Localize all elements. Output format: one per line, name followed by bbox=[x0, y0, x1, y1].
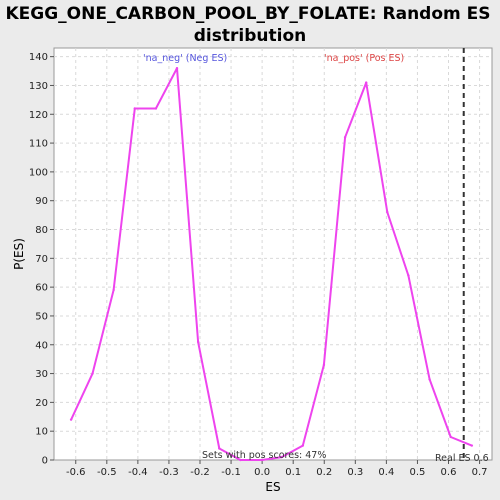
x-tick-label: 0.1 bbox=[285, 467, 301, 478]
y-tick-label: 0 bbox=[42, 456, 48, 467]
y-tick-label: 70 bbox=[35, 254, 48, 265]
x-tick-label: -0.4 bbox=[128, 467, 148, 478]
x-tick-label: 0.6 bbox=[441, 467, 457, 478]
annotation-sets-with-pos: Sets with pos scores: 47% bbox=[202, 450, 326, 461]
data-point bbox=[112, 288, 115, 292]
x-tick-label: 0.2 bbox=[316, 467, 332, 478]
data-point bbox=[470, 444, 474, 447]
data-point bbox=[343, 136, 347, 139]
y-tick-label: 10 bbox=[35, 427, 48, 438]
x-tick-label: 0.7 bbox=[472, 467, 488, 478]
data-point bbox=[154, 107, 158, 110]
chart-title-line-1: KEGG_ONE_CARBON_POOL_BY_FOLATE: Random E… bbox=[5, 4, 490, 24]
annotation-real-es: Real ES 0.6 bbox=[435, 453, 489, 464]
x-axis-label: ES bbox=[265, 480, 280, 494]
x-tick-label: -0.2 bbox=[190, 467, 210, 478]
x-tick-label: -0.1 bbox=[221, 467, 241, 478]
x-tick-label: 0.5 bbox=[409, 467, 425, 478]
data-point bbox=[428, 378, 431, 381]
y-tick-label: 130 bbox=[29, 81, 48, 92]
series-layer bbox=[69, 48, 474, 462]
y-tick-label: 110 bbox=[29, 139, 48, 150]
x-tick-label: -0.5 bbox=[97, 467, 117, 478]
data-point bbox=[196, 340, 200, 344]
data-point bbox=[91, 372, 94, 375]
x-tick-label: 0.3 bbox=[347, 467, 363, 478]
data-point bbox=[322, 363, 326, 367]
x-tick-label: 0.0 bbox=[254, 467, 270, 478]
data-point bbox=[133, 107, 136, 110]
x-tick-label: -0.6 bbox=[66, 467, 86, 478]
data-point bbox=[280, 455, 283, 459]
data-point bbox=[69, 418, 73, 421]
data-point bbox=[407, 274, 410, 277]
annotation-neg-es: 'na_neg' (Neg ES) bbox=[143, 53, 227, 64]
y-tick-label: 50 bbox=[35, 311, 48, 322]
data-point bbox=[364, 81, 368, 84]
y-tick-label: 40 bbox=[35, 340, 48, 351]
y-axis-label: P(ES) bbox=[12, 238, 26, 270]
y-tick-label: 120 bbox=[29, 110, 48, 121]
annotation-pos-es: 'na_pos' (Pos ES) bbox=[324, 53, 404, 64]
data-point bbox=[175, 66, 179, 70]
y-tick-label: 60 bbox=[35, 283, 48, 294]
series-line bbox=[70, 67, 473, 461]
axes: 0 10 20 30 40 50 60 70 80 90 100 110 120 130 140 -0.6 -0… bbox=[29, 52, 488, 478]
y-tick-label: 30 bbox=[35, 369, 48, 380]
x-tick-label: 0.4 bbox=[378, 467, 394, 478]
x-tick-label: -0.3 bbox=[159, 467, 179, 478]
y-tick-label: 20 bbox=[35, 398, 48, 409]
y-tick-label: 80 bbox=[35, 225, 48, 236]
data-point bbox=[449, 435, 452, 439]
y-tick-label: 140 bbox=[29, 52, 48, 63]
y-tick-label: 100 bbox=[29, 167, 48, 178]
data-point bbox=[260, 458, 264, 462]
data-point bbox=[218, 447, 221, 450]
data-point bbox=[301, 444, 305, 447]
chart-title-line-2: distribution bbox=[194, 26, 306, 46]
y-tick-label: 90 bbox=[35, 196, 48, 207]
plot-area bbox=[53, 47, 493, 461]
grid-lines bbox=[54, 48, 492, 460]
data-point bbox=[386, 211, 389, 214]
data-point bbox=[239, 458, 242, 462]
